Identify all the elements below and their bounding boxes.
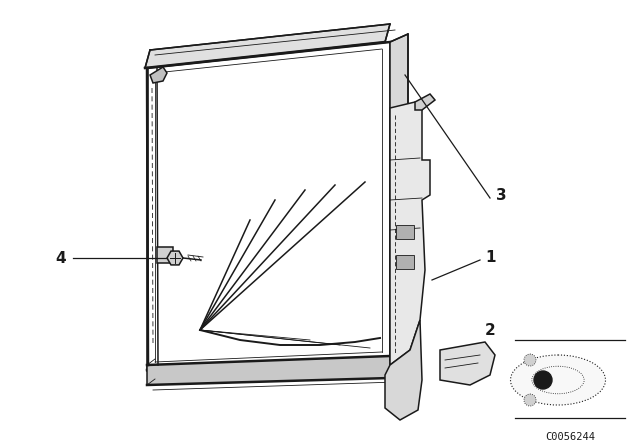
Polygon shape [145,24,390,68]
FancyBboxPatch shape [157,247,173,263]
Text: 1: 1 [485,250,495,264]
Polygon shape [167,251,183,265]
Text: 4: 4 [55,250,66,266]
Circle shape [534,371,552,389]
Text: 3: 3 [496,188,507,202]
Ellipse shape [511,355,605,405]
Text: C0056244: C0056244 [545,432,595,442]
FancyBboxPatch shape [396,255,414,269]
Polygon shape [150,67,167,83]
FancyBboxPatch shape [396,225,414,239]
Polygon shape [440,342,495,385]
Polygon shape [385,320,422,420]
Text: 2: 2 [485,323,496,337]
Polygon shape [415,94,435,110]
Polygon shape [390,102,430,365]
Polygon shape [147,356,390,385]
Circle shape [524,354,536,366]
Circle shape [524,394,536,406]
Polygon shape [390,34,408,360]
